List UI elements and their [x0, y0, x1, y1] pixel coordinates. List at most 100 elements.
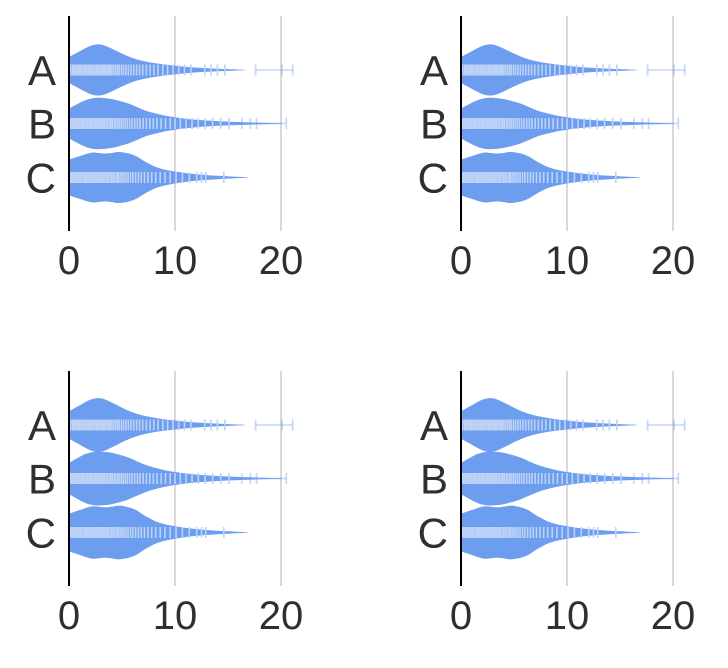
rug-tick	[602, 64, 604, 76]
outlier-tick	[677, 473, 680, 484]
outlier-tick	[291, 64, 294, 76]
rug-tick	[496, 419, 499, 431]
rug-tick	[114, 527, 116, 538]
rug-tick	[84, 172, 87, 183]
rug-tick	[118, 419, 121, 431]
rug-tick	[473, 172, 475, 183]
rug-tick	[96, 118, 99, 129]
rug-tick	[583, 118, 585, 129]
rug-tick	[478, 473, 480, 484]
rug-tick	[93, 473, 95, 484]
rug-tick	[528, 473, 531, 484]
rug-tick	[130, 64, 132, 76]
rug-tick	[488, 527, 491, 538]
rug-tick	[188, 527, 191, 538]
rug-tick	[80, 473, 83, 484]
rug-tick	[76, 64, 79, 76]
outlier-tick	[673, 419, 675, 431]
rug-tick	[69, 172, 71, 183]
rug-tick	[150, 172, 153, 183]
rug-tick	[507, 172, 510, 183]
rug-tick	[82, 172, 85, 183]
rug-tick	[106, 527, 108, 538]
rug-tick	[153, 419, 155, 431]
rug-tick	[615, 172, 617, 183]
rug-tick	[85, 64, 87, 76]
rug-tick	[69, 64, 72, 76]
rug-tick	[179, 118, 182, 129]
rug-tick	[105, 473, 107, 484]
rug-tick	[508, 118, 511, 129]
outlier-ticks-A	[646, 419, 686, 431]
rug-tick	[228, 473, 230, 484]
rug-tick	[523, 118, 525, 129]
rug-tick	[503, 473, 505, 484]
rug-tick	[138, 419, 141, 431]
rug-tick	[478, 527, 480, 538]
rug-tick	[461, 473, 463, 484]
rug-tick	[74, 527, 77, 538]
rug-tick	[210, 64, 212, 76]
rug-tick	[481, 118, 483, 129]
rug-tick	[494, 419, 496, 431]
rug-tick	[77, 172, 79, 183]
rug-tick	[98, 527, 100, 538]
rug-tick	[537, 473, 540, 484]
rug-tick	[211, 118, 214, 129]
rug-ticks-C	[461, 172, 617, 183]
rug-tick	[136, 473, 139, 484]
rug-tick	[508, 473, 511, 484]
rug-tick	[76, 527, 78, 538]
rug-tick	[122, 473, 124, 484]
outlier-tick	[249, 118, 252, 129]
rug-tick	[528, 118, 531, 129]
rug-tick	[100, 419, 103, 431]
rug-tick	[541, 64, 543, 76]
rug-tick	[88, 419, 90, 431]
outlier-ticks-B	[240, 118, 288, 129]
rug-tick	[103, 473, 106, 484]
rug-tick	[501, 64, 504, 76]
rug-tick	[85, 419, 87, 431]
rug-tick	[169, 172, 171, 183]
rug-tick	[611, 118, 614, 129]
rug-tick	[482, 172, 485, 183]
rug-tick	[111, 419, 113, 431]
rug-tick	[109, 527, 111, 538]
rug-tick	[124, 473, 126, 484]
rug-tick	[210, 419, 212, 431]
rug-tick	[127, 64, 130, 76]
rug-tick	[476, 118, 478, 129]
rug-tick	[492, 527, 495, 538]
rug-tick	[495, 527, 497, 538]
violin-panel-bottom-left: A B C 0 10 20	[0, 355, 336, 668]
rug-tick	[80, 64, 83, 76]
rug-tick	[195, 172, 198, 183]
rug-ticks-B	[69, 118, 230, 129]
x-tick-label-0: 0	[58, 594, 80, 638]
rug-tick	[476, 527, 479, 538]
rug-tick	[113, 473, 115, 484]
rug-tick	[515, 172, 517, 183]
rug-tick	[556, 473, 559, 484]
rug-tick	[69, 473, 71, 484]
rug-tick	[108, 473, 110, 484]
rug-tick	[506, 419, 509, 431]
rug-tick	[98, 473, 100, 484]
rug-tick	[485, 419, 487, 431]
rug-tick	[503, 118, 505, 129]
rug-tick	[80, 118, 83, 129]
rug-tick	[105, 527, 107, 538]
rug-tick	[492, 64, 495, 76]
rug-tick	[500, 473, 502, 484]
rug-tick	[93, 118, 95, 129]
rug-tick	[504, 172, 507, 183]
outlier-tick	[646, 419, 649, 431]
rug-tick	[191, 473, 193, 484]
rug-tick	[533, 64, 536, 76]
rug-tick	[502, 527, 505, 538]
rug-tick	[532, 527, 535, 538]
outlier-tick	[255, 118, 258, 129]
rug-tick	[499, 527, 502, 538]
